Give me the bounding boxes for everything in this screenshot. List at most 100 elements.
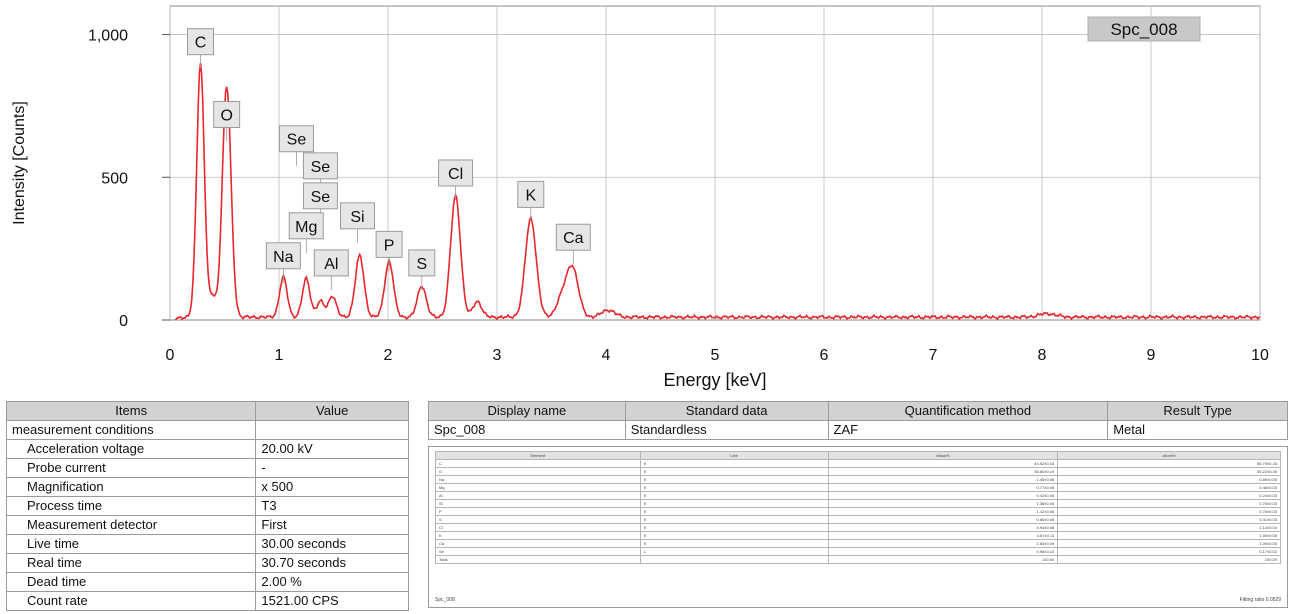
y-tick-label: 500	[101, 170, 128, 187]
table-row: O K 36.80±0.19 35.22±0.45	[435, 467, 1281, 476]
line-cell: K	[639, 467, 829, 476]
y-tick-label: 0	[119, 313, 128, 330]
atom-cell: 0.70±0.03	[1057, 507, 1281, 516]
y-tick-label: 1,000	[88, 28, 128, 45]
element-cell: Ca	[435, 539, 641, 548]
peak-label-o: O	[213, 100, 241, 142]
result-type-value: Metal	[1107, 420, 1288, 440]
condition-item: Live time	[5, 534, 257, 554]
peak-label-box	[187, 28, 215, 56]
standard-data-value: Standardless	[624, 420, 829, 440]
peak-label-na: Na	[265, 242, 301, 283]
mass-cell: 0.42±0.05	[827, 491, 1059, 500]
peak-label-box	[313, 249, 349, 277]
atom-cell: 1.90±0.08	[1057, 531, 1281, 540]
mass-cell: 1.45±0.06	[827, 475, 1059, 484]
peak-label-box	[339, 202, 375, 230]
atom-cell: 0.89±0.05	[1057, 475, 1281, 484]
items-header: Items	[5, 401, 257, 421]
fitting-ratio: Fitting ratio 0.0529	[1239, 597, 1281, 603]
atom-cell: 0.48±0.03	[1057, 483, 1281, 492]
peak-label-si: Si	[339, 202, 375, 243]
condition-value: 1521.00 CPS	[255, 591, 409, 611]
spectrum-label: Spc_008	[1110, 20, 1177, 39]
table-row: K K 4.87±0.11 1.90±0.08	[435, 531, 1281, 540]
peak-label-al: Al	[313, 249, 349, 290]
condition-value: T3	[255, 496, 409, 516]
atom-header: Atom%	[1057, 451, 1281, 460]
line-cell: K	[639, 483, 829, 492]
spectrum-label-box	[1087, 16, 1201, 42]
x-tick-label: 8	[1038, 347, 1047, 364]
peak-label-text: Ca	[563, 230, 584, 247]
atom-cell: 0.75±0.03	[1057, 499, 1281, 508]
peak-label-box	[302, 152, 338, 180]
atom-cell: 0.17±0.02	[1057, 547, 1281, 556]
line-cell: K	[639, 507, 829, 516]
peak-label-se: Se	[302, 182, 338, 223]
line-header: Line	[639, 451, 829, 460]
line-cell: K	[639, 475, 829, 484]
condition-value: 20.00 kV	[255, 439, 409, 459]
spectrum-line	[174, 62, 1261, 321]
x-tick-label: 0	[166, 347, 175, 364]
peak-label-text: S	[416, 256, 427, 273]
peak-label-box	[555, 223, 591, 251]
peak-label-text: Na	[273, 249, 294, 266]
x-tick-label: 7	[929, 347, 938, 364]
condition-value: 2.00 %	[255, 572, 409, 592]
x-tick-label: 5	[711, 347, 720, 364]
peak-label-box	[278, 125, 314, 153]
mass-cell: 4.94±0.08	[827, 523, 1059, 532]
line-cell: L	[639, 547, 829, 556]
peak-label-p: P	[375, 230, 403, 272]
quant-footer-left: Spc_008	[435, 597, 455, 603]
condition-value: 30.70 seconds	[255, 553, 409, 573]
element-cell: Se	[435, 547, 641, 556]
table-row: C K 44.52±0.03 56.79±0.43	[435, 459, 1281, 468]
peak-label-box	[375, 230, 403, 258]
display-name-value: Spc_008	[428, 420, 626, 440]
x-axis-label: Energy [keV]	[663, 370, 766, 390]
table-row: Magnification x 500	[5, 477, 409, 497]
element-cell: Cl	[435, 523, 641, 532]
peak-label-cl: Cl	[438, 159, 474, 200]
table-row: Live time 30.00 seconds	[5, 534, 409, 554]
x-tick-label: 3	[493, 347, 502, 364]
condition-item: Count rate	[5, 591, 257, 611]
condition-item: Probe current	[5, 458, 257, 478]
condition-item: Process time	[5, 496, 257, 516]
table-row: S K 0.85±0.05 0.41±0.03	[435, 515, 1281, 524]
quantification-summary-table: Display name Standard data Quantificatio…	[428, 401, 1288, 440]
element-cell: K	[435, 531, 641, 540]
standard-data-header: Standard data	[624, 401, 829, 421]
element-cell: S	[435, 515, 641, 524]
x-tick-label: 4	[602, 347, 611, 364]
atom-cell: 1.00±0.05	[1057, 539, 1281, 548]
measurement-conditions-table: Items Value measurement conditions Accel…	[5, 401, 409, 611]
condition-value: First	[255, 515, 409, 535]
table-row: Se L 0.98±0.10 0.17±0.02	[435, 547, 1281, 556]
peak-label-text: Se	[311, 159, 331, 176]
condition-item: Measurement detector	[5, 515, 257, 535]
atom-cell: 56.79±0.43	[1057, 459, 1281, 468]
atom-cell: 35.22±0.45	[1057, 467, 1281, 476]
peak-label-k: K	[517, 180, 545, 222]
line-cell: K	[639, 491, 829, 500]
condition-value: -	[255, 458, 409, 478]
mass-cell: 36.80±0.19	[827, 467, 1059, 476]
mass-cell: 0.85±0.05	[827, 515, 1059, 524]
peak-label-box	[408, 249, 436, 277]
condition-value: 30.00 seconds	[255, 534, 409, 554]
table-row: P K 1.42±0.06 0.70±0.03	[435, 507, 1281, 516]
peak-label-text: P	[384, 237, 395, 254]
peak-label-ca: Ca	[555, 223, 591, 265]
peak-label-box	[265, 242, 301, 270]
mass-cell: 1.38±0.05	[827, 499, 1059, 508]
mass-cell: 0.98±0.10	[827, 547, 1059, 556]
table-row: Total 100.00 100.00	[435, 555, 1281, 564]
element-cell: Total	[435, 555, 641, 564]
table-row: Mg K 0.77±0.05 0.48±0.03	[435, 483, 1281, 492]
table-row: Cl K 4.94±0.08 2.13±0.04	[435, 523, 1281, 532]
element-cell: Mg	[435, 483, 641, 492]
